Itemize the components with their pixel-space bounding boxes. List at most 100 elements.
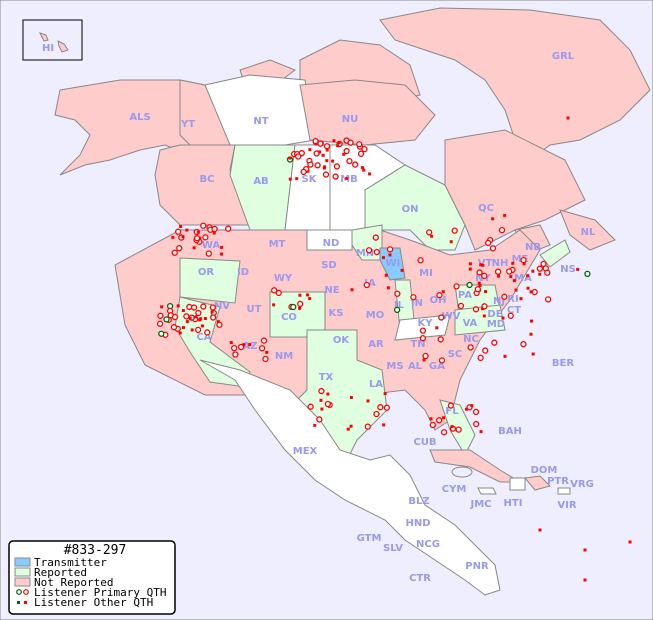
listener-primary-qth: [211, 225, 218, 233]
listener-primary-qth: [485, 239, 492, 247]
listener-other-qth: [628, 540, 632, 544]
listener-other-qth: [331, 159, 335, 163]
listener-primary-qth: [271, 287, 278, 294]
listener-other-qth: [388, 253, 392, 257]
listener-primary-qth: [372, 234, 379, 241]
listener-other-qth: [185, 320, 189, 324]
legend-transmitter: Transmitter: [34, 556, 107, 569]
listener-primary-qth: [501, 293, 508, 300]
listener-primary-qth: [436, 292, 443, 299]
listener-primary-qth: [467, 344, 474, 351]
label-JMC: JMC: [469, 499, 491, 510]
listener-primary-qth: [417, 257, 424, 264]
listener-primary-qth: [438, 314, 445, 321]
listener-other-qth: [272, 303, 276, 307]
label-IN: IN: [411, 298, 423, 309]
label-AR: AR: [368, 339, 384, 350]
label-QC: QC: [478, 203, 494, 214]
listener-primary-qth: [332, 173, 339, 180]
label-MEX: MEX: [293, 446, 318, 457]
listener-other-qth: [511, 261, 515, 265]
label-HND: HND: [405, 518, 430, 529]
listener-other-qth: [242, 343, 246, 347]
listener-primary-qth: [317, 140, 324, 147]
label-ID: ID: [237, 267, 249, 278]
label-PTR: PTR: [547, 476, 569, 487]
listener-primary-qth: [204, 329, 211, 336]
listener-other-qth: [479, 263, 483, 267]
listener-primary-qth: [482, 347, 489, 354]
region-GRL: [379, 7, 651, 161]
listener-other-qth: [441, 290, 445, 294]
label-CA: CA: [196, 332, 211, 343]
region-HI: [39, 32, 69, 53]
label-ALS: ALS: [129, 112, 150, 123]
region-DOM: [524, 475, 551, 491]
listener-other-qth: [583, 578, 587, 582]
listener-primary-qth: [453, 283, 460, 290]
listener-primary-qth: [455, 426, 462, 433]
listener-primary-qth: [466, 281, 473, 289]
listener-other-qth: [482, 314, 486, 318]
listener-other-qth: [160, 305, 164, 309]
listener-primary-qth: [394, 290, 401, 297]
listener-primary-qth: [584, 270, 591, 278]
listener-other-qth: [181, 326, 185, 330]
listener-primary-qth: [175, 228, 182, 235]
listener-primary-qth: [437, 336, 444, 343]
listener-other-qth: [190, 328, 194, 332]
label-NS: NS: [560, 264, 576, 275]
listener-other-qth: [248, 343, 252, 347]
listener-primary-qth: [438, 357, 446, 364]
legend-other-reported-icon: [17, 601, 20, 604]
label-VIR: VIR: [557, 500, 576, 511]
listener-primary-qth: [216, 321, 223, 328]
listener-primary-qth: [361, 146, 368, 153]
label-CTR: CTR: [409, 573, 431, 584]
listener-primary-qth: [520, 256, 527, 264]
label-CUB: CUB: [413, 437, 436, 448]
listener-other-qth: [497, 274, 501, 278]
region-HTI: [509, 477, 526, 491]
label-DE: DE: [487, 309, 502, 320]
listener-primary-qth: [447, 402, 455, 409]
listener-primary-qth: [262, 355, 269, 363]
listener-other-qth: [320, 407, 324, 411]
listener-primary-qth: [318, 387, 325, 395]
label-MA: MA: [514, 273, 532, 284]
region-ND: [306, 229, 353, 251]
label-MT: MT: [269, 239, 286, 250]
listener-other-qth: [529, 290, 533, 294]
listener-other-qth: [362, 168, 366, 172]
label-MB: MB: [340, 174, 358, 185]
listener-primary-qth: [200, 303, 207, 310]
legend-primary-icon: [23, 589, 29, 595]
listener-other-qth: [429, 417, 433, 421]
label-WI: WI: [386, 258, 401, 269]
listener-other-qth: [181, 235, 185, 239]
label-PA: PA: [458, 290, 472, 301]
listener-other-qth: [349, 395, 353, 399]
label-TX: TX: [319, 372, 334, 383]
listener-primary-qth: [357, 150, 365, 157]
legend-not-reported: Not Reported: [34, 576, 113, 589]
listener-other-qth: [321, 153, 325, 157]
listener-primary-qth: [476, 269, 483, 276]
listener-primary-qth: [297, 300, 304, 308]
listener-primary-qth: [163, 316, 170, 323]
listener-primary-qth: [157, 312, 164, 319]
listener-other-qth: [566, 116, 570, 120]
listener-other-qth: [442, 416, 446, 420]
listener-other-qth: [481, 263, 485, 267]
listener-primary-qth: [356, 141, 363, 148]
label-SK: SK: [302, 174, 318, 185]
listener-other-qth: [430, 234, 434, 238]
listener-primary-qth: [531, 288, 538, 296]
listener-other-qth: [313, 423, 317, 427]
label-MO: MO: [366, 310, 384, 321]
listener-other-qth: [503, 354, 507, 358]
label-OK: OK: [333, 335, 351, 346]
listener-other-qth: [477, 281, 481, 285]
region-NL: [559, 209, 616, 251]
